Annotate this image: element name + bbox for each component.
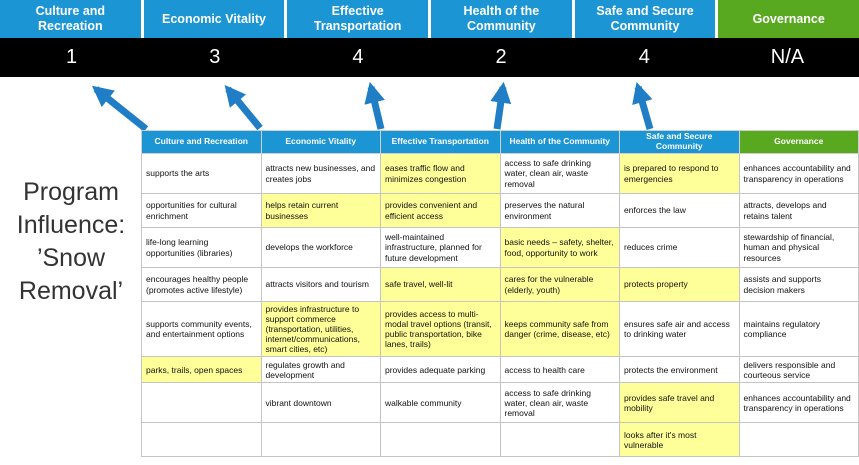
matrix-cell-r6-c1: vibrant downtown (260, 382, 381, 424)
matrix-cell-r7-c1 (260, 422, 381, 458)
matrix-cell-r6-c0 (141, 382, 262, 424)
matrix-cell-r6-c3: access to safe drinking water, clean air… (499, 382, 620, 424)
matrix-row-6: vibrant downtown walkable community access… (141, 382, 859, 424)
matrix-cell-r0-c5: enhances accountability and transparency… (738, 153, 859, 194)
matrix-cell-r7-c0 (141, 422, 262, 458)
matrix-column-header-3: Health of the Community (499, 130, 620, 154)
program-label-line-1: Program (23, 178, 119, 206)
matrix-row-0: supports the arts attracts new businesses… (141, 153, 859, 194)
matrix-cell-r0-c2: eases traffic flow and minimizes congest… (380, 153, 501, 194)
matrix-row-3: encourages healthy people (promotes acti… (141, 267, 859, 302)
scoreboard-score-1: 3 (209, 46, 221, 68)
matrix-row-5: parks, trails, open spaces regulates grow… (141, 356, 859, 384)
matrix-column-header-0: Culture and Recreation (141, 130, 262, 154)
matrix-cell-r6-c5: enhances accountability and transparency… (738, 382, 859, 424)
scoreboard-header-2: Effective Transportation (287, 0, 429, 38)
matrix-row-7: looks after it's most vulnerable (141, 422, 859, 458)
matrix-row-4: supports community events, and entertain… (141, 300, 859, 358)
matrix-cell-r5-c1: regulates growth and development (260, 356, 381, 384)
matrix-cell-r3-c3: cares for the vulnerable (elderly, youth… (499, 267, 620, 302)
matrix-cell-r2-c4: reduces crime (619, 227, 740, 268)
matrix-cell-r5-c3: access to health care (499, 356, 620, 384)
influence-arrow-3 (364, 81, 385, 130)
matrix-row-1: opportunities for cultural enrichment hel… (141, 193, 859, 228)
matrix-cell-r0-c0: supports the arts (141, 153, 262, 194)
program-label-line-2: Influence: (16, 211, 126, 239)
matrix-row-2: life-long learning opportunities (librar… (141, 227, 859, 268)
scoreboard-header-1: Economic Vitality (143, 0, 285, 38)
matrix-cell-r1-c4: enforces the law (619, 193, 740, 228)
matrix-cell-r0-c3: access to safe drinking water, clean air… (499, 153, 620, 194)
matrix-cell-r4-c4: ensures safe air and access to drinking … (619, 300, 740, 358)
matrix-cell-r0-c4: is prepared to respond to emergencies (619, 153, 740, 194)
matrix-column-header-5: Governance (738, 130, 859, 154)
matrix-cell-r2-c2: well-maintained infrastructure, planned … (380, 227, 501, 268)
influence-arrow-1 (91, 85, 149, 132)
matrix-cell-r4-c0: supports community events, and entertain… (141, 300, 262, 358)
scoreboard-header-4: Safe and Secure Community (574, 0, 716, 38)
matrix-cell-r3-c1: attracts visitors and tourism (260, 267, 381, 302)
matrix-cell-r4-c1: provides infrastructure to support comme… (260, 300, 381, 358)
matrix-cell-r6-c4: provides safe travel and mobility (619, 382, 740, 424)
matrix-cell-r1-c3: preserves the natural environment (499, 193, 620, 228)
scoreboard-headers: Culture and Recreation Economic Vitality E… (0, 0, 859, 38)
matrix-cell-r2-c1: develops the workforce (260, 227, 381, 268)
matrix-cell-r2-c5: stewardship of financial, human and phys… (738, 227, 859, 268)
matrix-cell-r3-c5: assists and supports decision makers (738, 267, 859, 302)
program-influence-label: Program Influence: ’Snow Removal’ (0, 176, 142, 308)
matrix-column-header-1: Economic Vitality (260, 130, 381, 154)
matrix-cell-r5-c0: parks, trails, open spaces (141, 356, 262, 384)
matrix-cell-r4-c2: provides access to multi-modal travel op… (380, 300, 501, 358)
matrix-column-header-2: Effective Transportation (380, 130, 501, 154)
influence-arrow-5 (632, 81, 654, 130)
program-label-line-4: Removal’ (18, 277, 124, 305)
matrix-cell-r3-c4: protects property (619, 267, 740, 302)
matrix-cell-r7-c5 (738, 422, 859, 458)
matrix-cell-r5-c5: delivers responsible and courteous servi… (738, 356, 859, 384)
matrix-cell-r7-c4: looks after it's most vulnerable (619, 422, 740, 458)
matrix-header-row: Culture and Recreation Economic Vitality E… (141, 130, 859, 154)
matrix-column-header-4: Safe and Secure Community (619, 130, 740, 154)
matrix-cell-r4-c5: maintains regulatory compliance (738, 300, 859, 358)
influence-arrows (91, 81, 654, 132)
scoreboard-header-0: Culture and Recreation (0, 0, 141, 38)
matrix-cell-r5-c4: protects the environment (619, 356, 740, 384)
matrix-cell-r1-c5: attracts, develops and retains talent (738, 193, 859, 228)
influence-arrow-2 (224, 84, 263, 131)
matrix-cell-r1-c1: helps retain current businesses (260, 193, 381, 228)
scoreboard-score-0: 1 (66, 46, 78, 68)
scoreboard-score-2: 4 (352, 46, 364, 68)
matrix-cell-r6-c2: walkable community (380, 382, 501, 424)
influence-arrow-4 (490, 81, 512, 130)
scoreboard-header-3: Health of the Community (431, 0, 572, 38)
matrix-cell-r5-c2: provides adequate parking (380, 356, 501, 384)
matrix-cell-r3-c2: safe travel, well-lit (380, 267, 501, 302)
influence-matrix: Culture and Recreation Economic Vitality E… (141, 130, 859, 458)
matrix-cell-r4-c3: keeps community safe from danger (crime,… (499, 300, 620, 358)
matrix-cell-r3-c0: encourages healthy people (promotes acti… (141, 267, 262, 302)
scoreboard-score-4: 4 (638, 46, 650, 68)
matrix-cell-r1-c2: provides convenient and efficient access (380, 193, 501, 228)
scoreboard-score-3: 2 (495, 46, 507, 68)
scoreboard-header-5: Governance (718, 0, 859, 38)
matrix-cell-r2-c0: life-long learning opportunities (librar… (141, 227, 262, 268)
matrix-cell-r7-c3 (499, 422, 620, 458)
matrix-cell-r7-c2 (380, 422, 501, 458)
scoreboard-values: 1 3 4 2 4 N/A (0, 38, 859, 77)
matrix-cell-r1-c0: opportunities for cultural enrichment (141, 193, 262, 228)
matrix-cell-r2-c3: basic needs – safety, shelter, food, opp… (499, 227, 620, 268)
matrix-cell-r0-c1: attracts new businesses, and creates job… (260, 153, 381, 194)
program-label-line-3: ’Snow (36, 244, 106, 272)
scoreboard-score-5: N/A (770, 46, 805, 68)
